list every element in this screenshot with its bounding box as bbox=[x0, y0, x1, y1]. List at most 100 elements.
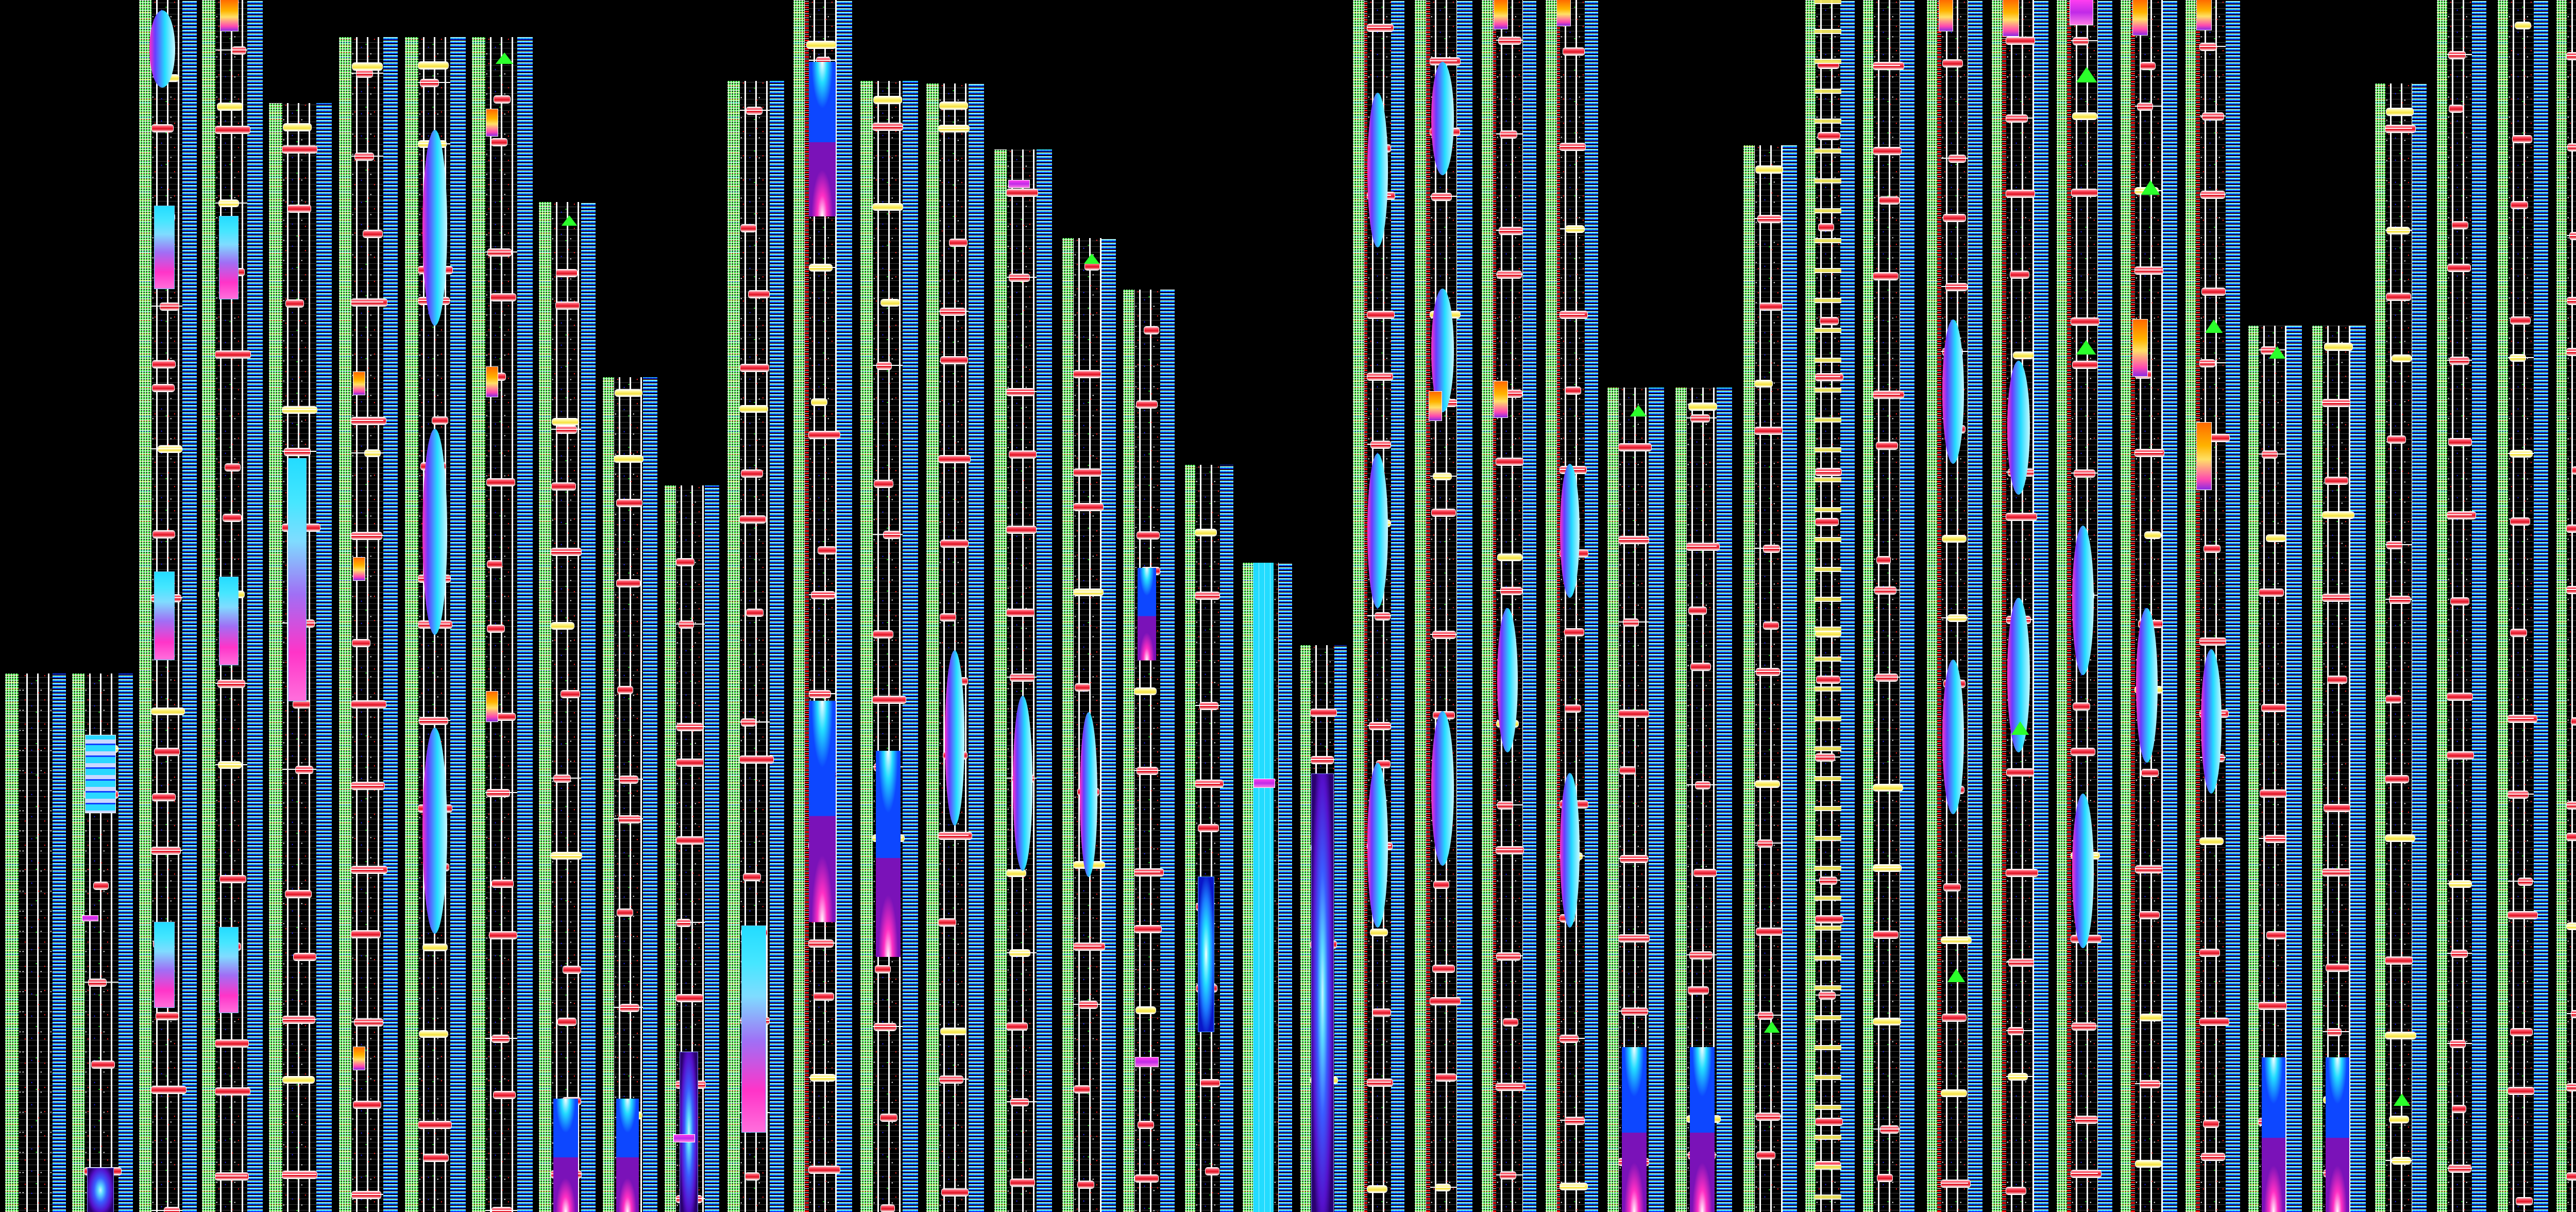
m1-pin-bar[interactable] bbox=[1433, 965, 1454, 972]
m1-pin-bar[interactable] bbox=[1144, 327, 1159, 334]
macro-arcc[interactable] bbox=[422, 728, 447, 934]
m1-pin-bar[interactable] bbox=[1011, 1099, 1028, 1106]
m1-pin-bar[interactable] bbox=[740, 364, 769, 372]
m1-pin-bar[interactable] bbox=[2511, 518, 2530, 525]
m1-pin-bar[interactable] bbox=[558, 1018, 576, 1025]
m1-pin-bar[interactable] bbox=[2567, 53, 2576, 60]
m1-pin-bar[interactable] bbox=[2200, 360, 2215, 367]
m4-pin-bar[interactable] bbox=[423, 944, 447, 951]
m4-pin-bar[interactable] bbox=[1007, 870, 1026, 877]
m1-pin-bar[interactable] bbox=[2323, 869, 2350, 876]
m1-pin-bar[interactable] bbox=[2447, 752, 2473, 759]
layout-column-blk-06[interactable] bbox=[339, 37, 398, 1212]
m1-pin-bar[interactable] bbox=[2142, 769, 2158, 777]
m1-pin-bar[interactable] bbox=[1619, 536, 1649, 544]
macro-pin-orange[interactable] bbox=[1939, 0, 1953, 31]
m1-pin-bar[interactable] bbox=[2452, 1105, 2466, 1113]
m1-pin-bar[interactable] bbox=[941, 357, 968, 364]
m1-pin-bar[interactable] bbox=[357, 70, 372, 77]
m1-pin-bar[interactable] bbox=[1007, 1023, 1027, 1030]
macro-pin-red[interactable] bbox=[152, 361, 175, 368]
m1-pin-bar[interactable] bbox=[1873, 273, 1898, 280]
macro-bloom-violet[interactable] bbox=[680, 1052, 698, 1212]
layout-column-blk-04[interactable] bbox=[202, 0, 263, 1212]
m1-pin-bar[interactable] bbox=[743, 873, 760, 881]
m1-pin-bar[interactable] bbox=[1375, 613, 1390, 620]
macro-pin-yellow[interactable] bbox=[615, 390, 642, 396]
m1-pin-bar[interactable] bbox=[1009, 274, 1029, 281]
macro-pin-orange[interactable] bbox=[486, 692, 498, 721]
macro-bloom-pinkcyan[interactable] bbox=[155, 572, 174, 660]
m1-pin-bar[interactable] bbox=[2200, 43, 2216, 50]
m1-pin-bar[interactable] bbox=[873, 123, 903, 130]
m1-pin-bar[interactable] bbox=[677, 723, 703, 731]
layout-column-blk-07[interactable] bbox=[405, 37, 466, 1212]
m1-pin-bar[interactable] bbox=[1622, 1008, 1648, 1015]
m4-pin-bar[interactable] bbox=[881, 299, 900, 306]
macro-pin-orange[interactable] bbox=[1557, 0, 1570, 26]
m1-pin-bar[interactable] bbox=[2567, 833, 2576, 840]
m1-pin-bar[interactable] bbox=[351, 299, 387, 306]
m1-pin-bar[interactable] bbox=[1941, 1180, 1970, 1187]
macro-arcc[interactable] bbox=[1560, 773, 1580, 928]
m1-pin-bar[interactable] bbox=[2387, 436, 2405, 443]
m1-pin-bar[interactable] bbox=[741, 225, 756, 232]
macro-pin-yellow[interactable] bbox=[874, 96, 902, 104]
m1-pin-bar[interactable] bbox=[2518, 878, 2532, 885]
m1-pin-bar[interactable] bbox=[420, 79, 438, 87]
m1-pin-bar[interactable] bbox=[1009, 451, 1036, 458]
m4-pin-bar[interactable] bbox=[1873, 784, 1903, 791]
m1-pin-bar[interactable] bbox=[2452, 222, 2468, 229]
macro-arcc[interactable] bbox=[2136, 608, 2158, 763]
m1-pin-bar[interactable] bbox=[1311, 709, 1336, 716]
m1-pin-bar[interactable] bbox=[551, 548, 581, 556]
m1-pin-bar[interactable] bbox=[1373, 1009, 1391, 1016]
layout-column-blk-37[interactable] bbox=[2312, 326, 2366, 1212]
layout-column-blk-31[interactable] bbox=[1927, 0, 1982, 1212]
macro-bloom-pinkcyan[interactable] bbox=[219, 928, 238, 1013]
m1-pin-bar[interactable] bbox=[1496, 847, 1523, 854]
m1-pin-bar[interactable] bbox=[487, 561, 502, 568]
m1-pin-bar[interactable] bbox=[2006, 115, 2027, 122]
m1-pin-bar[interactable] bbox=[1876, 674, 1897, 681]
m4-pin-bar[interactable] bbox=[2145, 532, 2161, 538]
m1-pin-bar[interactable] bbox=[1691, 415, 1709, 422]
m1-pin-bar[interactable] bbox=[353, 1101, 381, 1108]
m1-pin-bar[interactable] bbox=[2511, 317, 2530, 324]
m1-pin-bar[interactable] bbox=[215, 1088, 250, 1095]
m1-pin-bar[interactable] bbox=[284, 448, 310, 456]
m4-pin-bar[interactable] bbox=[1367, 1186, 1387, 1192]
macro-pin-orange[interactable] bbox=[353, 1047, 365, 1070]
m1-pin-bar[interactable] bbox=[153, 531, 175, 538]
macro-bloom-hour[interactable] bbox=[876, 751, 901, 957]
m1-pin-bar[interactable] bbox=[942, 1189, 968, 1196]
m4-pin-bar[interactable] bbox=[2200, 838, 2223, 845]
m1-pin-bar[interactable] bbox=[1764, 622, 1778, 629]
macro-arcc[interactable] bbox=[2007, 361, 2030, 495]
macro-pin-orange[interactable] bbox=[2133, 0, 2147, 35]
m1-pin-bar[interactable] bbox=[351, 532, 382, 540]
m1-pin-bar[interactable] bbox=[151, 847, 180, 854]
m1-pin-bar[interactable] bbox=[2138, 103, 2153, 110]
m4-pin-bar[interactable] bbox=[2073, 113, 2097, 120]
macro-pin-magenta[interactable] bbox=[1136, 1057, 1158, 1067]
m4-pin-bar[interactable] bbox=[2389, 1116, 2409, 1123]
m1-pin-bar[interactable] bbox=[2451, 598, 2469, 605]
macro-bloom-pinkcyan[interactable] bbox=[155, 206, 174, 289]
m1-pin-bar[interactable] bbox=[1134, 869, 1163, 876]
m4-pin-bar[interactable] bbox=[551, 622, 574, 629]
macro-arcc[interactable] bbox=[1080, 712, 1097, 877]
macro-pin-yellow[interactable] bbox=[418, 62, 448, 69]
m1-pin-bar[interactable] bbox=[563, 966, 581, 973]
m1-pin-bar[interactable] bbox=[676, 559, 694, 566]
m1-pin-bar[interactable] bbox=[2075, 1116, 2097, 1123]
m1-pin-bar[interactable] bbox=[491, 294, 516, 301]
layout-column-blk-30[interactable] bbox=[1863, 0, 1914, 1212]
layout-column-blk-19[interactable] bbox=[1185, 465, 1233, 1212]
m1-pin-bar[interactable] bbox=[418, 1121, 451, 1129]
m1-pin-bar[interactable] bbox=[1430, 58, 1460, 65]
macro-pin-orange[interactable] bbox=[2003, 0, 2019, 36]
macro-pin-magenta[interactable] bbox=[1254, 779, 1275, 787]
m1-pin-bar[interactable] bbox=[294, 953, 316, 961]
m1-pin-bar[interactable] bbox=[2450, 1040, 2465, 1048]
